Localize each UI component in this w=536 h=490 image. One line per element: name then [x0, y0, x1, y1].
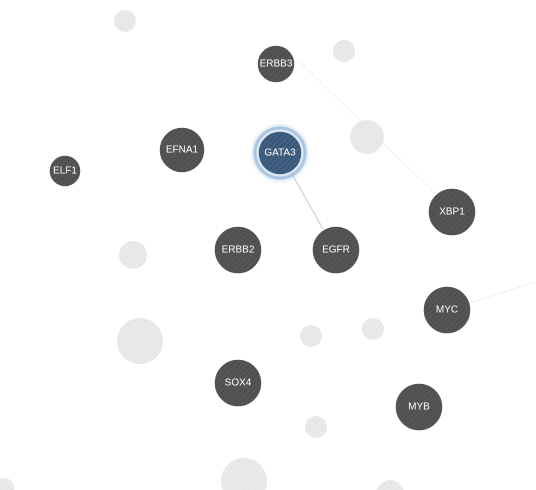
faded-node	[333, 40, 355, 62]
node-myb[interactable]: MYB	[394, 382, 444, 432]
node-erbb2-circle[interactable]	[213, 225, 263, 275]
faded-node	[221, 458, 267, 490]
faded-node	[0, 478, 14, 490]
faded-node	[114, 10, 136, 32]
node-xbp1[interactable]: XBP1	[427, 187, 477, 237]
faded-node	[119, 241, 147, 269]
node-gata3-circle[interactable]	[257, 130, 303, 176]
node-erbb2[interactable]: ERBB2	[213, 225, 263, 275]
faded-node	[350, 120, 384, 154]
faded-node	[376, 480, 404, 490]
node-myb-circle[interactable]	[394, 382, 444, 432]
node-efna1[interactable]: EFNA1	[158, 126, 206, 174]
node-erbb3[interactable]: ERBB3	[256, 44, 296, 84]
node-sox4[interactable]: SOX4	[213, 358, 263, 408]
node-egfr-circle[interactable]	[311, 225, 361, 275]
node-elf1-circle[interactable]	[48, 154, 82, 188]
node-sox4-circle[interactable]	[213, 358, 263, 408]
faded-node	[300, 325, 322, 347]
node-xbp1-circle[interactable]	[427, 187, 477, 237]
node-efna1-circle[interactable]	[158, 126, 206, 174]
node-myc-circle[interactable]	[422, 285, 472, 335]
faded-node	[305, 416, 327, 438]
faded-node	[117, 318, 163, 364]
node-gata3-glow	[253, 126, 307, 180]
node-gata3-selected[interactable]: GATA3	[253, 126, 307, 180]
node-myc[interactable]: MYC	[422, 285, 472, 335]
node-elf1[interactable]: ELF1	[48, 154, 82, 188]
faded-node	[362, 318, 384, 340]
node-egfr[interactable]: EGFR	[311, 225, 361, 275]
node-erbb3-circle[interactable]	[256, 44, 296, 84]
